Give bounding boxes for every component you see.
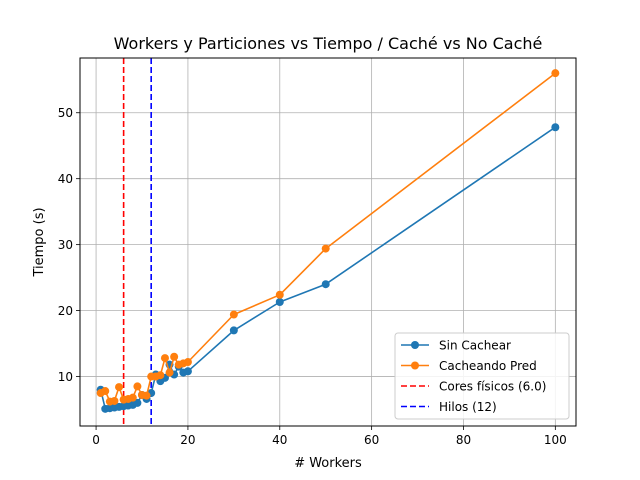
x-tick-label: 100 — [544, 433, 567, 447]
series-1-point — [133, 382, 142, 391]
chart-title: Workers y Particiones vs Tiempo / Caché … — [114, 34, 543, 53]
legend-label: Hilos (12) — [439, 400, 497, 414]
series-1-point — [165, 368, 174, 377]
series-1-point — [115, 383, 124, 392]
plot-frame — [79, 57, 577, 427]
series-1-point — [101, 387, 110, 396]
series-0-point — [551, 123, 560, 132]
y-tick-label: 40 — [58, 172, 73, 186]
x-tick-label: 40 — [272, 433, 287, 447]
x-axis-label: # Workers — [294, 456, 362, 471]
series-1-point — [110, 396, 119, 405]
series-1-point — [156, 371, 165, 380]
legend-label: Sin Cachear — [439, 339, 511, 353]
legend-label: Cores físicos (6.0) — [439, 380, 546, 394]
series-1-point — [170, 352, 179, 361]
x-tick-label: 0 — [92, 433, 100, 447]
series — [96, 69, 560, 413]
axes: 0 20 40 60 80 100 10 20 30 40 50 — [58, 106, 567, 447]
legend: Sin Cachear Cacheando Pred Cores físicos (… — [394, 332, 570, 420]
legend-label: Cacheando Pred — [439, 359, 537, 373]
y-tick-label: 50 — [58, 106, 73, 120]
series-0-point — [275, 298, 284, 307]
y-tick-label: 10 — [58, 370, 73, 384]
x-tick-label: 60 — [364, 433, 379, 447]
series-0-point — [229, 326, 238, 335]
reference-lines — [122, 58, 152, 426]
series-1-point — [128, 393, 137, 402]
grid — [80, 58, 576, 426]
y-tick-label: 20 — [58, 304, 73, 318]
x-tick-label: 80 — [456, 433, 471, 447]
y-axis-label: Tiempo (s) — [32, 207, 47, 277]
x-tick-label: 20 — [180, 433, 195, 447]
legend-box — [394, 332, 570, 420]
y-tick-label: 30 — [58, 238, 73, 252]
series-1-point — [229, 310, 238, 319]
series-1-point — [551, 69, 560, 78]
series-1-point — [142, 391, 151, 400]
legend-marker — [411, 361, 419, 370]
legend-marker — [411, 341, 419, 349]
series-0-point — [183, 367, 192, 376]
series-1-point — [321, 244, 330, 253]
series-0-point — [133, 398, 142, 407]
series-1-point — [183, 358, 192, 367]
series-1-point — [275, 290, 284, 299]
series-1-point — [160, 354, 169, 363]
series-0-point — [321, 280, 330, 289]
